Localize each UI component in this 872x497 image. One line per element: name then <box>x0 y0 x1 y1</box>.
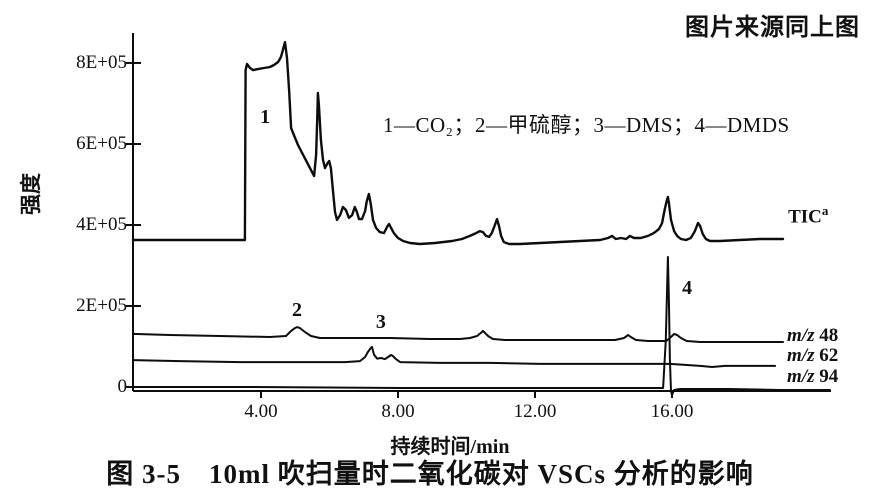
y-axis-label: 强度 <box>19 173 43 215</box>
mz-italic: m/z <box>787 324 815 346</box>
source-note: 图片来源同上图 <box>685 14 860 41</box>
x-tick-label: 4.00 <box>244 401 278 422</box>
y-tick-label: 0 <box>117 376 128 397</box>
peak-legend: 1—CO₂；2—甲硫醇；3—DMS；4—DMDS <box>383 113 790 137</box>
y-tick-label: 4E+05 <box>76 213 127 235</box>
trace-label-m-z-62: m/z 62 <box>787 345 839 367</box>
trace-m-z-48 <box>131 326 784 343</box>
trace-m-z-94 <box>131 256 831 396</box>
tic-superscript: a <box>821 203 829 219</box>
trace-label-m-z-48: m/z 48 <box>787 324 839 346</box>
trace-label-m-z-94: m/z 94 <box>787 366 839 388</box>
peak-annotation-3: 3 <box>375 310 386 333</box>
peak-annotation-1: 1 <box>260 106 271 129</box>
x-tick-label: 8.00 <box>381 401 415 422</box>
x-tick-label: 12.00 <box>513 401 557 422</box>
y-tick-label: 2E+05 <box>76 294 127 316</box>
trace-tic <box>131 40 785 246</box>
mz-italic: m/z <box>787 345 815 367</box>
trace-m-z-62 <box>131 345 777 368</box>
x-axis-label: 持续时间/min <box>390 436 510 458</box>
y-tick-label: 8E+05 <box>76 51 127 73</box>
trace-label-tic: TICa <box>788 203 829 228</box>
peak-annotation-2: 2 <box>291 299 302 322</box>
y-tick-label: 6E+05 <box>76 132 127 154</box>
peak-annotation-4: 4 <box>682 276 693 299</box>
x-tick-label: 16.00 <box>650 401 694 422</box>
figure-caption: 图 3-5 10ml 吹扫量时二氧化碳对 VSCs 分析的影响 <box>106 459 754 489</box>
mz-italic: m/z <box>787 366 815 388</box>
